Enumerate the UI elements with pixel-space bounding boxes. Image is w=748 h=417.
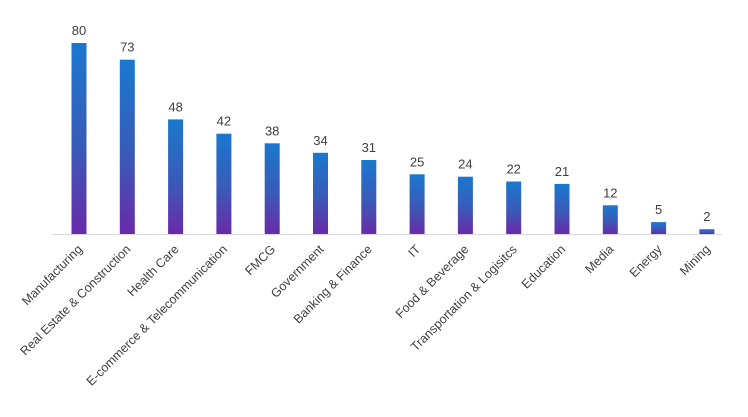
bar-media [602,205,618,234]
bar-real-estate-and-construction [119,59,135,235]
category-label-mining: Mining [677,242,713,278]
bar-health-care [168,119,184,234]
category-label-fmcg: FMCG [242,242,278,278]
value-label-education: 21 [555,164,569,179]
value-label-fmcg: 38 [265,123,279,138]
bar-mining [699,229,715,234]
category-label-education: Education [519,242,568,291]
category-label-media: Media [582,242,616,276]
value-label-media: 12 [603,185,617,200]
value-label-it: 25 [410,154,424,169]
value-label-transportation-and-logisitcs: 22 [506,162,520,177]
value-label-e-commerce-and-telecommunication: 42 [217,114,231,129]
bar-transportation-and-logisitcs [506,181,522,234]
bar-energy [651,222,667,234]
bar-education [554,183,570,234]
value-label-manufacturing: 80 [72,23,86,38]
value-labels-group: 80 73 48 42 38 34 31 25 24 22 21 12 5 2 [72,23,711,224]
bar-e-commerce-and-telecommunication [216,133,232,234]
bar-banking-and-finance [361,160,377,234]
bar-manufacturing [71,43,87,234]
value-label-government: 34 [313,133,327,148]
bar-food-and-beverage [457,176,473,234]
value-label-real-estate-and-construction: 73 [120,40,134,55]
bar-it [409,174,425,234]
bar-fmcg [264,143,280,234]
bar-government [313,152,328,234]
value-label-banking-and-finance: 31 [362,140,376,155]
category-label-it: IT [405,242,423,260]
value-label-health-care: 48 [168,99,182,114]
bars-group [71,43,715,235]
value-label-energy: 5 [655,202,662,217]
category-label-energy: Energy [627,242,665,280]
value-label-food-and-beverage: 24 [458,157,472,172]
value-label-mining: 2 [703,209,710,224]
